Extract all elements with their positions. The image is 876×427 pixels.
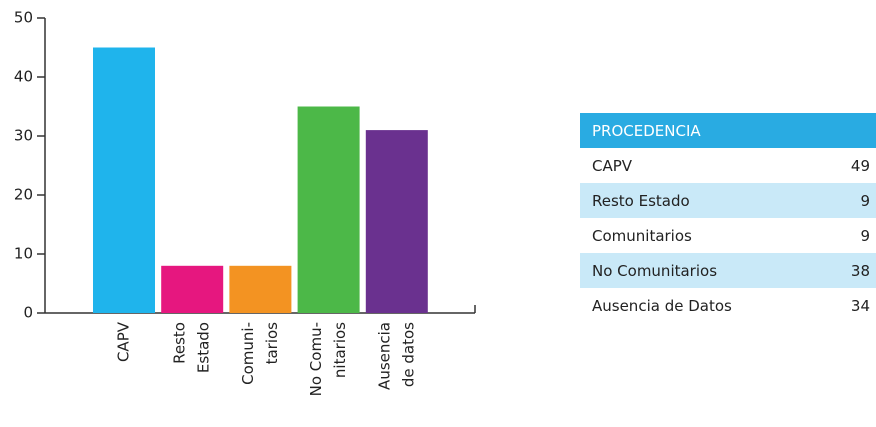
- x-tick-label: nitarios: [331, 322, 349, 378]
- x-tick-label: No Comu-: [307, 322, 325, 396]
- table-row: [580, 218, 876, 253]
- table-cell: No Comunitarios: [592, 262, 717, 280]
- table-cell: CAPV: [592, 157, 633, 175]
- x-tick-label: Comuni-: [239, 322, 257, 385]
- bar: [161, 265, 224, 313]
- table-cell: 38: [851, 262, 870, 280]
- table-cell: 49: [851, 157, 870, 175]
- table-cell: 34: [851, 297, 870, 315]
- table-cell: 9: [860, 227, 870, 245]
- y-tick-label: 40: [14, 68, 33, 86]
- x-tick-label: Estado: [195, 322, 213, 373]
- y-tick-label: 10: [14, 245, 33, 263]
- bar: [93, 47, 155, 313]
- y-tick-label: 20: [14, 186, 33, 204]
- x-tick-label: de datos: [399, 322, 417, 387]
- x-tick-label: Ausencia: [375, 322, 393, 390]
- table-cell: Ausencia de Datos: [592, 297, 732, 315]
- y-tick-label: 30: [14, 127, 33, 145]
- x-tick-label: CAPV: [115, 321, 133, 362]
- table-title: PROCEDENCIA: [592, 122, 701, 140]
- table-row: [580, 148, 876, 183]
- table-cell: Resto Estado: [592, 192, 690, 210]
- bar: [229, 265, 292, 313]
- table-row: [580, 288, 876, 323]
- y-tick-label: 0: [23, 304, 33, 322]
- y-tick-label: 50: [14, 9, 33, 27]
- table-row: [580, 253, 876, 288]
- table-row: [580, 183, 876, 218]
- bar: [297, 106, 360, 313]
- x-tick-label: Resto: [171, 322, 189, 364]
- bar: [365, 130, 428, 313]
- table-cell: Comunitarios: [592, 227, 692, 245]
- table-header: [580, 113, 876, 148]
- x-tick-label: tarios: [263, 322, 281, 365]
- table-cell: 9: [860, 192, 870, 210]
